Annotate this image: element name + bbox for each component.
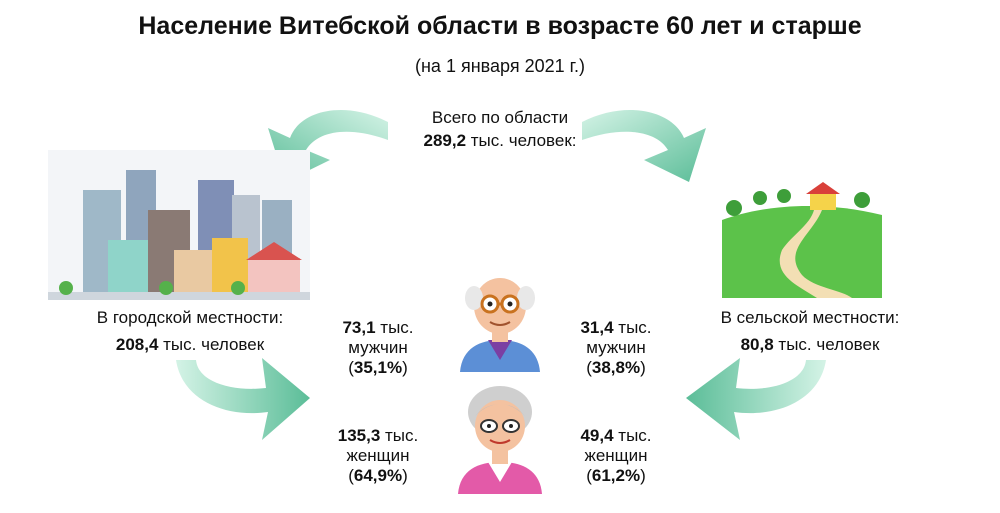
rural-men-paren-open: ( xyxy=(586,358,592,377)
rural-block: В сельской местности: 80,8 тыс. человек xyxy=(690,304,930,358)
arrow-urban-to-people xyxy=(176,358,310,440)
rural-women-value: 49,4 xyxy=(580,426,614,445)
countryside-illustration xyxy=(722,180,882,298)
rural-men-value: 31,4 xyxy=(580,318,614,337)
page-title: Население Витебской области в возрасте 6… xyxy=(138,12,862,40)
rural-men-paren-close: ) xyxy=(640,358,646,377)
urban-men-stat: 73,1 тыс. мужчин (35,1%) xyxy=(318,318,438,378)
rural-women-pct: 61,2% xyxy=(591,466,641,485)
rural-men-word: мужчин xyxy=(586,338,646,357)
rural-women-stat: 49,4 тыс. женщин (61,2%) xyxy=(556,426,676,486)
total-label: Всего по области xyxy=(431,108,569,127)
rural-men-pct: 38,8% xyxy=(591,358,641,377)
rural-women-paren-open: ( xyxy=(586,466,592,485)
urban-men-value: 73,1 xyxy=(342,318,376,337)
urban-women-paren-open: ( xyxy=(348,466,354,485)
total-block: Всего по области 289,2 тыс. человек: xyxy=(380,106,620,152)
urban-total-line: 208,4 тыс. человек xyxy=(70,331,310,358)
arrow-rural-to-people xyxy=(686,358,826,440)
rural-women-paren-close: ) xyxy=(640,466,646,485)
arrow-total-to-rural xyxy=(582,110,706,182)
urban-block: В городской местности: 208,4 тыс. челове… xyxy=(70,304,310,358)
urban-men-paren-open: ( xyxy=(348,358,354,377)
urban-women-word: женщин xyxy=(346,446,410,465)
urban-women-pct: 64,9% xyxy=(353,466,403,485)
rural-total-value: 80,8 xyxy=(740,335,774,354)
rural-men-unit: тыс. xyxy=(613,318,652,337)
urban-women-paren-close: ) xyxy=(402,466,408,485)
urban-men-unit: тыс. xyxy=(375,318,414,337)
total-unit: тыс. человек: xyxy=(466,131,577,150)
rural-women-unit: тыс. xyxy=(613,426,652,445)
urban-women-value: 135,3 xyxy=(337,426,381,445)
grandfather-icon xyxy=(460,278,540,372)
urban-men-word: мужчин xyxy=(348,338,408,357)
urban-men-pct: 35,1% xyxy=(353,358,403,377)
rural-total-unit: тыс. человек xyxy=(773,335,880,354)
urban-women-unit: тыс. xyxy=(380,426,419,445)
urban-label: В городской местности: xyxy=(96,308,284,327)
grandmother-icon xyxy=(458,386,542,494)
urban-men-paren-close: ) xyxy=(402,358,408,377)
rural-men-stat: 31,4 тыс. мужчин (38,8%) xyxy=(556,318,676,378)
urban-total-value: 208,4 xyxy=(115,335,159,354)
urban-total-unit: тыс. человек xyxy=(158,335,265,354)
urban-women-stat: 135,3 тыс. женщин (64,9%) xyxy=(318,426,438,486)
city-illustration xyxy=(48,150,310,300)
total-value-line: 289,2 тыс. человек: xyxy=(380,129,620,152)
rural-women-word: женщин xyxy=(584,446,648,465)
page-subtitle: (на 1 января 2021 г.) xyxy=(415,56,585,76)
total-value: 289,2 xyxy=(423,131,467,150)
rural-total-line: 80,8 тыс. человек xyxy=(690,331,930,358)
rural-label: В сельской местности: xyxy=(720,308,900,327)
